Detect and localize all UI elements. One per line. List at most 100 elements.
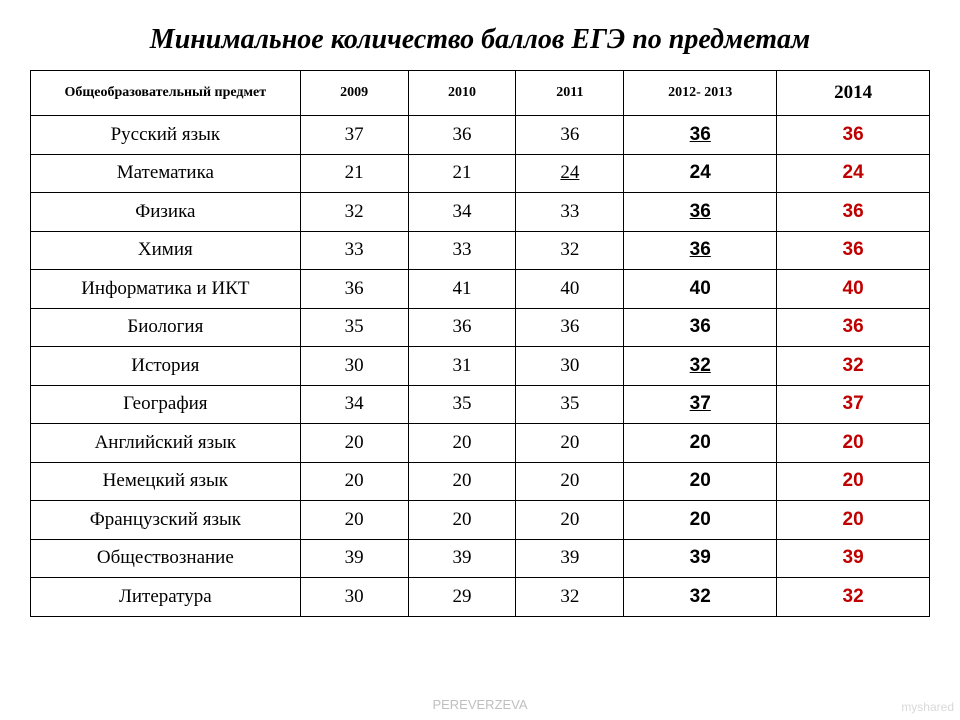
value-cell: 21	[300, 154, 408, 193]
header-year-2012-2013: 2012- 2013	[624, 71, 777, 116]
value-cell: 35	[300, 308, 408, 347]
value-cell: 33	[300, 231, 408, 270]
value-cell: 33	[516, 193, 624, 232]
value-cell: 40	[624, 270, 777, 309]
subject-cell: Биология	[31, 308, 301, 347]
subject-cell: Физика	[31, 193, 301, 232]
value-cell: 24	[516, 154, 624, 193]
value-cell: 39	[408, 539, 516, 578]
value-cell: 36	[516, 116, 624, 155]
value-cell: 20	[300, 424, 408, 463]
table-row: Русский язык3736363636	[31, 116, 930, 155]
header-year-2009: 2009	[300, 71, 408, 116]
value-cell: 32	[777, 578, 930, 617]
subject-cell: География	[31, 385, 301, 424]
value-cell: 20	[624, 424, 777, 463]
watermark-label: myshared	[901, 700, 954, 714]
value-cell: 20	[408, 462, 516, 501]
value-cell: 30	[300, 347, 408, 386]
subject-cell: Русский язык	[31, 116, 301, 155]
value-cell: 20	[777, 501, 930, 540]
value-cell: 20	[516, 462, 624, 501]
value-cell: 36	[300, 270, 408, 309]
table-row: География3435353737	[31, 385, 930, 424]
value-cell: 33	[408, 231, 516, 270]
table-row: Английский язык2020202020	[31, 424, 930, 463]
value-cell: 29	[408, 578, 516, 617]
value-cell: 36	[624, 193, 777, 232]
value-cell: 20	[777, 462, 930, 501]
table-row: Немецкий язык2020202020	[31, 462, 930, 501]
value-cell: 32	[516, 231, 624, 270]
value-cell: 20	[408, 424, 516, 463]
value-cell: 24	[624, 154, 777, 193]
value-cell: 40	[777, 270, 930, 309]
value-cell: 35	[408, 385, 516, 424]
value-cell: 20	[408, 501, 516, 540]
value-cell: 36	[777, 116, 930, 155]
subject-cell: Английский язык	[31, 424, 301, 463]
subject-cell: История	[31, 347, 301, 386]
header-year-2014: 2014	[777, 71, 930, 116]
table-row: Обществознание3939393939	[31, 539, 930, 578]
table-body: Русский язык3736363636Математика21212424…	[31, 116, 930, 617]
subject-cell: Немецкий язык	[31, 462, 301, 501]
table-row: История3031303232	[31, 347, 930, 386]
subject-cell: Французский язык	[31, 501, 301, 540]
value-cell: 32	[777, 347, 930, 386]
value-cell: 20	[516, 501, 624, 540]
value-cell: 31	[408, 347, 516, 386]
footer-label: PEREVERZEVA	[0, 697, 960, 712]
page-title: Минимальное количество баллов ЕГЭ по пре…	[30, 24, 930, 56]
value-cell: 24	[777, 154, 930, 193]
table-row: Физика3234333636	[31, 193, 930, 232]
value-cell: 35	[516, 385, 624, 424]
value-cell: 36	[777, 193, 930, 232]
value-cell: 36	[777, 308, 930, 347]
value-cell: 32	[624, 578, 777, 617]
value-cell: 32	[624, 347, 777, 386]
value-cell: 39	[777, 539, 930, 578]
subject-cell: Информатика и ИКТ	[31, 270, 301, 309]
subject-cell: Математика	[31, 154, 301, 193]
slide-container: Минимальное количество баллов ЕГЭ по пре…	[0, 0, 960, 720]
value-cell: 39	[516, 539, 624, 578]
value-cell: 36	[516, 308, 624, 347]
value-cell: 36	[624, 231, 777, 270]
table-row: Литература3029323232	[31, 578, 930, 617]
value-cell: 20	[777, 424, 930, 463]
value-cell: 36	[624, 116, 777, 155]
value-cell: 20	[300, 501, 408, 540]
header-subject: Общеобразовательный предмет	[31, 71, 301, 116]
value-cell: 39	[300, 539, 408, 578]
value-cell: 20	[624, 462, 777, 501]
table-row: Информатика и ИКТ3641404040	[31, 270, 930, 309]
value-cell: 32	[516, 578, 624, 617]
table-row: Химия3333323636	[31, 231, 930, 270]
header-year-2010: 2010	[408, 71, 516, 116]
value-cell: 30	[300, 578, 408, 617]
value-cell: 37	[624, 385, 777, 424]
subject-cell: Обществознание	[31, 539, 301, 578]
table-row: Французский язык2020202020	[31, 501, 930, 540]
value-cell: 34	[300, 385, 408, 424]
scores-table: Общеобразовательный предмет 2009 2010 20…	[30, 70, 930, 617]
value-cell: 32	[300, 193, 408, 232]
table-row: Математика2121242424	[31, 154, 930, 193]
value-cell: 34	[408, 193, 516, 232]
value-cell: 20	[624, 501, 777, 540]
value-cell: 41	[408, 270, 516, 309]
table-row: Биология3536363636	[31, 308, 930, 347]
header-year-2011: 2011	[516, 71, 624, 116]
subject-cell: Литература	[31, 578, 301, 617]
value-cell: 36	[777, 231, 930, 270]
value-cell: 36	[408, 116, 516, 155]
value-cell: 21	[408, 154, 516, 193]
value-cell: 20	[516, 424, 624, 463]
value-cell: 36	[624, 308, 777, 347]
value-cell: 40	[516, 270, 624, 309]
value-cell: 20	[300, 462, 408, 501]
value-cell: 36	[408, 308, 516, 347]
subject-cell: Химия	[31, 231, 301, 270]
value-cell: 37	[300, 116, 408, 155]
